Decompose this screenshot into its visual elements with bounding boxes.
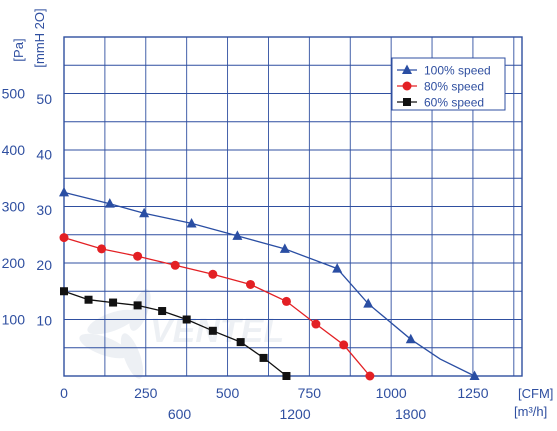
x-tick-label-cfm: 0 <box>60 385 68 401</box>
series-0-point <box>363 298 374 308</box>
legend-marker-0 <box>402 64 412 74</box>
y-tick-label-mmh2o: 50 <box>36 91 52 107</box>
series-2-point <box>133 301 142 310</box>
series-0-point <box>232 230 243 240</box>
x-tick-label-m3h: 1800 <box>395 406 426 422</box>
x-tick-label-cfm: 750 <box>298 385 322 401</box>
series-2-point <box>259 353 268 362</box>
series-1-point <box>281 296 291 306</box>
series-line-0 <box>63 191 475 377</box>
series-2-point <box>109 298 118 307</box>
series-2-point <box>282 372 291 380</box>
legend-marker-2 <box>403 98 411 106</box>
series-1-point <box>245 279 255 289</box>
legend-marker-1 <box>402 81 412 91</box>
y-tick-label-mmh2o: 40 <box>36 146 52 162</box>
watermark-logo: VENTEL <box>79 289 284 379</box>
series-1-point <box>170 260 180 270</box>
x-unit-cfm: [CFM] <box>518 386 553 401</box>
series-2-point <box>182 315 191 324</box>
series-2-point <box>84 295 93 304</box>
y-tick-label-pa: 400 <box>2 142 26 158</box>
y-tick-label-pa: 300 <box>2 199 26 215</box>
series-0-point <box>405 333 416 344</box>
x-tick-label-cfm: 500 <box>216 385 240 401</box>
y-tick-label-mmh2o: 30 <box>36 202 52 218</box>
series-line-2 <box>63 290 287 377</box>
series-1-point <box>208 269 218 279</box>
series-0-point <box>469 370 480 380</box>
y-tick-label-pa: 100 <box>2 312 26 328</box>
x-tick-label-cfm: 1250 <box>457 385 488 401</box>
series-0-point <box>104 198 115 208</box>
curves <box>63 191 475 377</box>
y-unit-mmh2o: [mmH 2O] <box>32 8 47 67</box>
series-0-point <box>139 207 150 218</box>
x-unit-m3h: [m³/h] <box>514 404 547 419</box>
y-tick-label-mmh2o: 20 <box>36 257 52 273</box>
series-line-1 <box>63 236 371 377</box>
series-2-point <box>158 307 167 316</box>
series-0-point <box>59 186 69 197</box>
x-tick-label-m3h: 600 <box>168 406 192 422</box>
legend-label-0: 100% speed <box>424 64 491 78</box>
series-1-point <box>311 319 321 329</box>
series-1-point <box>133 251 143 261</box>
svg-text:VENTEL: VENTEL <box>150 312 284 350</box>
series-1-point <box>339 340 349 350</box>
series-2-point <box>236 338 245 347</box>
x-tick-label-cfm: 250 <box>134 385 158 401</box>
series-2-point <box>60 287 68 296</box>
series-1-point <box>365 371 375 381</box>
legend-label-1: 80% speed <box>424 80 484 94</box>
series-1-point <box>97 244 107 254</box>
markers <box>59 186 480 381</box>
series-0-point <box>332 263 343 273</box>
tick-labels: 0 250 500 750 1000 1250 600 1200 1800 100 200 300 40… <box>2 86 489 423</box>
x-tick-label-m3h: 1200 <box>279 406 310 422</box>
x-tick-label-cfm: 1000 <box>376 385 407 401</box>
y-tick-label-mmh2o: 10 <box>36 313 52 329</box>
legend: 100% speed 80% speed 60% speed <box>391 57 506 111</box>
series-0-point <box>279 243 290 253</box>
y-unit-pa: [Pa] <box>11 38 26 61</box>
y-tick-label-pa: 500 <box>2 86 26 102</box>
series-1-point <box>59 233 69 243</box>
legend-label-2: 60% speed <box>424 96 484 110</box>
series-0-point <box>186 217 197 228</box>
y-tick-label-pa: 200 <box>2 255 26 271</box>
series-2-point <box>208 326 217 335</box>
